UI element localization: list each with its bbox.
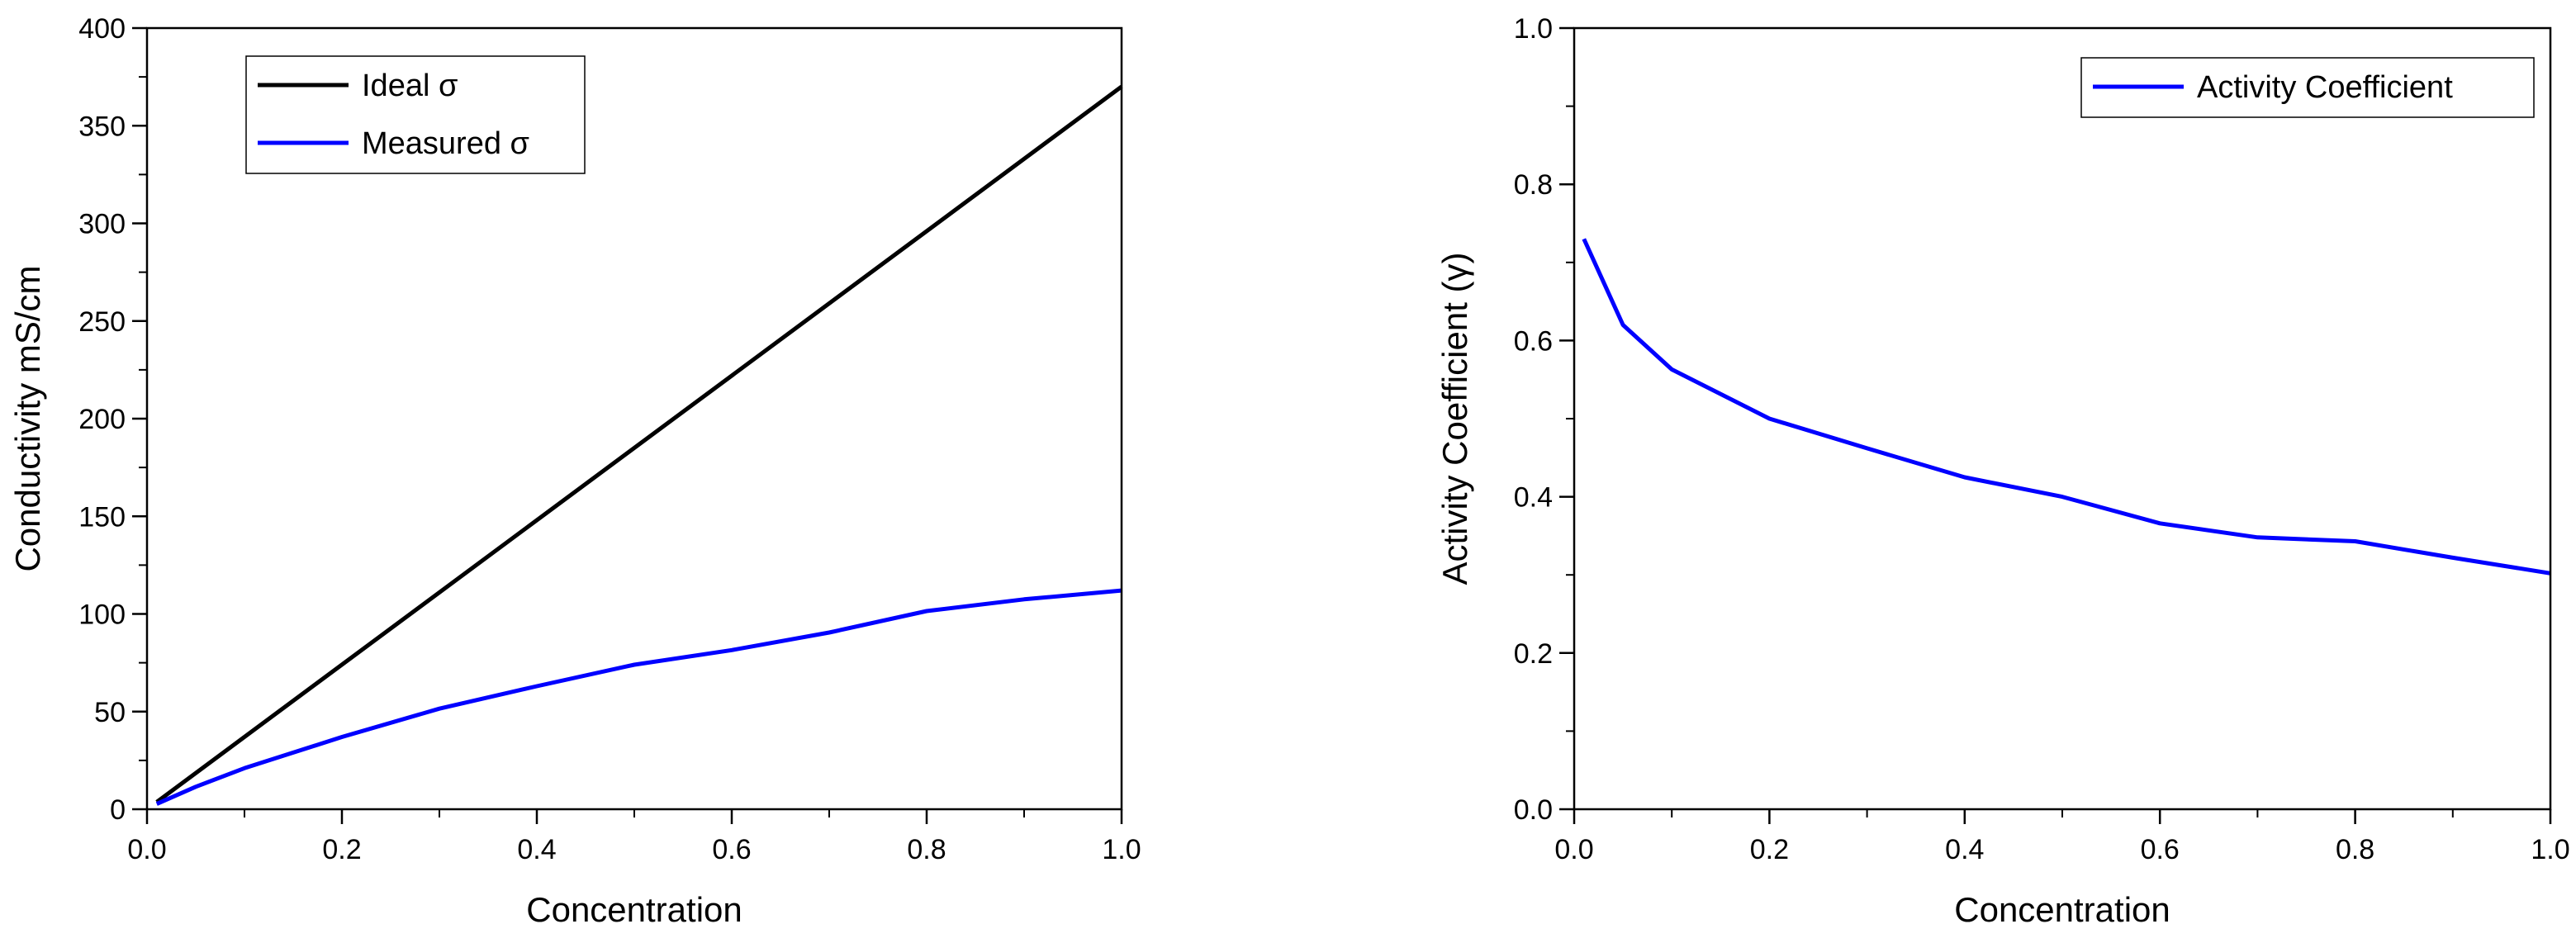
legend: Activity Coefficient: [2080, 57, 2535, 118]
y-axis-title: Activity Coefficient (γ): [1435, 253, 1474, 585]
y-tick-label: 50: [94, 697, 126, 728]
y-tick-label: 0: [110, 794, 126, 826]
y-tick-label: 0.6: [1514, 325, 1553, 357]
x-axis-title: Concentration: [526, 890, 742, 929]
x-tick-label: 0.2: [1750, 834, 1789, 865]
x-tick-label: 0.4: [1945, 834, 1984, 865]
x-tick-label: 0.6: [2141, 834, 2180, 865]
y-axis-title: Conductivity mS/cm: [8, 265, 47, 571]
y-tick-label: 0.0: [1514, 794, 1553, 826]
x-axis-title: Concentration: [1954, 890, 2170, 929]
y-tick-label: 100: [78, 599, 126, 631]
chart-2: 0.0 0.2 0.4 0.6 0.8 1.0 0.0 0.2 0.4 0.6 0.8 1.0 Conc…: [1435, 13, 2570, 929]
y-tick-label: 1.0: [1514, 13, 1553, 45]
y-tick-label: 0.4: [1514, 482, 1553, 514]
x-tick-label: 0.4: [517, 834, 556, 865]
y-tick-label: 0.2: [1514, 638, 1553, 670]
y-tick-label: 150: [78, 501, 126, 533]
legend-label-1: Activity Coefficient: [2197, 70, 2453, 105]
y-tick-label: 200: [78, 404, 126, 435]
x-tick-label: 0.8: [907, 834, 946, 865]
series-line-1: [155, 84, 1123, 804]
x-tick-label: 1.0: [1102, 834, 1141, 865]
y-tick-label: 250: [78, 306, 126, 338]
y-tick-label: 300: [78, 209, 126, 240]
x-tick-label: 0.0: [1554, 834, 1593, 865]
x-tick-label: 0.6: [712, 834, 751, 865]
y-tick-label: 400: [78, 13, 126, 45]
x-tick-label: 0.0: [127, 834, 166, 865]
series-line-1: [1582, 238, 2551, 576]
legend-label-1: Ideal σ: [362, 69, 458, 103]
x-tick-label: 0.8: [2336, 834, 2374, 865]
plot-frame: [1573, 26, 2552, 811]
y-tick-label: 0.8: [1514, 169, 1553, 201]
x-tick-label: 1.0: [2531, 834, 2569, 865]
x-tick-label: 0.2: [322, 834, 361, 865]
legend: Ideal σ Measured σ: [245, 55, 586, 174]
y-tick-label: 350: [78, 111, 126, 142]
legend-label-2: Measured σ: [362, 126, 529, 161]
legend-box: [245, 55, 586, 174]
chart-1: 0.0 0.2 0.4 0.6 0.8 1.0 0 50 100 150 200 250 300 350 4…: [8, 13, 1141, 929]
series-line-2: [155, 588, 1122, 806]
